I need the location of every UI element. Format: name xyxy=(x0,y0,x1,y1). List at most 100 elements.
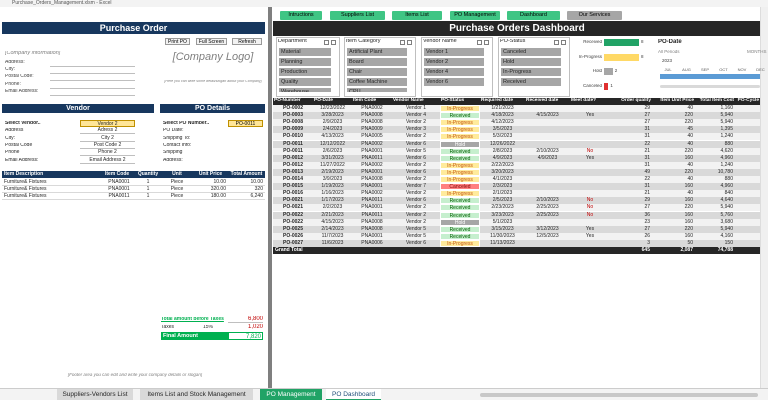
table-cell: In-Progress xyxy=(440,176,480,184)
company-logo: [Company Logo] xyxy=(172,51,254,63)
table-cell: Received xyxy=(440,204,480,212)
slicer-item[interactable]: Planning xyxy=(279,58,331,66)
table-cell: Vendor 6 xyxy=(405,140,427,147)
slicer-item[interactable]: In-Progress xyxy=(501,68,561,76)
table-row-bg xyxy=(273,239,760,247)
table-cell: 4/18/2023 xyxy=(491,112,514,119)
company-field-label: Email Address: xyxy=(5,88,39,94)
po-field-value[interactable]: PO-0011 xyxy=(228,120,263,127)
table-cell: Vendor 2 xyxy=(405,211,427,218)
table-cell: No xyxy=(586,147,594,154)
table-header: PO-Number xyxy=(273,98,313,105)
table-cell: PNA0001 xyxy=(361,147,383,154)
table-cell: 880 xyxy=(724,140,733,147)
timeline-month: NOV xyxy=(737,68,747,72)
table-cell: 3/12/2023 xyxy=(536,225,559,232)
table-cell: 40 xyxy=(687,161,693,168)
table-cell: 2/1/2023 xyxy=(492,190,513,197)
nav-button[interactable]: Items List xyxy=(392,11,442,20)
sheet-tab[interactable]: PO Management xyxy=(260,389,322,400)
sheet-tab[interactable]: Suppliers-Vendors List xyxy=(57,389,133,400)
nav-button[interactable]: Our Services xyxy=(567,11,622,20)
vendor-field-value: City 2 xyxy=(80,135,135,142)
table-cell: 50 xyxy=(687,239,693,246)
vendor-field-label: Phone xyxy=(5,150,20,156)
slicer-icon xyxy=(477,40,482,45)
nav-button[interactable]: PO Management xyxy=(450,11,500,20)
table-row-bg xyxy=(273,161,760,169)
table-cell: 3/28/2023 xyxy=(321,112,344,119)
slicer-item[interactable]: Artificial Plant xyxy=(347,48,407,56)
items-cell: Furniture& Fixtures xyxy=(2,193,103,200)
table-cell: 31 xyxy=(644,154,650,161)
table-cell: 40 xyxy=(687,105,693,111)
nav-button[interactable]: Suppliers List xyxy=(330,11,385,20)
status-label: In-Progress xyxy=(578,54,602,59)
table-cell: PO-0022 xyxy=(282,211,303,218)
table-cell: 160 xyxy=(684,232,693,239)
table-cell: 2/9/2023 xyxy=(322,119,343,126)
table-cell: 4/15/2023 xyxy=(321,218,344,225)
slicer-item[interactable]: Warehouse xyxy=(279,88,331,92)
slicer-item[interactable]: Quality xyxy=(279,78,331,86)
items-cell: Piece xyxy=(161,179,193,186)
table-cell: 21 xyxy=(644,147,650,154)
table-cell: PNA0009 xyxy=(361,126,383,133)
sheet-button[interactable]: Refresh xyxy=(232,38,262,45)
slicer-item[interactable]: Vendor 6 xyxy=(424,78,484,86)
slicer-item[interactable]: Board xyxy=(347,58,407,66)
table-cell: In-Progress xyxy=(440,190,480,198)
sheet-tab[interactable]: PO Dashboard xyxy=(326,389,381,400)
table-cell: 4/1/2023 xyxy=(492,176,513,182)
items-cell: Piece xyxy=(161,186,193,193)
table-row-bg xyxy=(273,154,760,162)
table-cell: PO-0003 xyxy=(282,112,303,119)
table-cell: 49 xyxy=(644,168,650,175)
slicer-item[interactable]: Material xyxy=(279,48,331,56)
timeline-month: SEP xyxy=(700,68,709,72)
slicer-item[interactable]: Production xyxy=(279,68,331,76)
table-cell: 4/12/2023 xyxy=(491,119,514,126)
footer-note: [Footer area you can edit and write your… xyxy=(67,373,203,377)
table-cell: 3/20/2023 xyxy=(491,168,514,175)
po-field-label: Shipping To: xyxy=(163,135,191,141)
po-field-label: PO Date: xyxy=(163,128,184,134)
slicer-item[interactable]: Received xyxy=(501,78,561,86)
slicer-item[interactable]: Coffee Machine xyxy=(347,78,407,86)
table-cell: 220 xyxy=(684,147,693,154)
slicer-item[interactable]: Canceled xyxy=(501,48,561,56)
nav-button[interactable]: Dashboard xyxy=(507,11,560,20)
sheet-tab[interactable]: Items List and Stock Management xyxy=(140,389,253,400)
slicer-item[interactable]: Vendor 1 xyxy=(424,48,484,56)
vendor-field-value[interactable]: Vendor 2 xyxy=(80,120,135,127)
timeline-level: MONTHS xyxy=(747,50,767,54)
table-cell: 2/3/2023 xyxy=(492,183,513,190)
table-cell: 2/23/2023 xyxy=(491,204,514,211)
table-cell: PO-0013 xyxy=(282,168,303,175)
table-cell: 220 xyxy=(684,225,693,232)
timeline-month: AUG xyxy=(682,68,691,72)
table-cell: 27 xyxy=(644,204,650,211)
table-cell: Hold xyxy=(440,140,480,148)
nav-button[interactable]: Intructions xyxy=(280,11,322,20)
slicer-item[interactable]: Vendor 2 xyxy=(424,58,484,66)
slicer-item[interactable]: Hold xyxy=(501,58,561,66)
slicer-item[interactable]: Vendor 4 xyxy=(424,68,484,76)
table-cell: Vendor 2 xyxy=(405,190,427,197)
slicer-item[interactable]: Chair xyxy=(347,68,407,76)
sheet-button[interactable]: Print PO xyxy=(165,38,190,45)
table-cell: Vendor 6 xyxy=(405,154,427,161)
table-cell: 11/7/2023 xyxy=(321,232,344,239)
items-header: Item Code xyxy=(103,171,135,178)
status-label: Canceled xyxy=(582,83,602,88)
title-bar xyxy=(0,0,768,7)
table-cell: 22 xyxy=(644,176,650,182)
timeline-month: JUL xyxy=(664,68,672,72)
slicer-item[interactable]: CPU xyxy=(347,88,407,92)
table-row-bg xyxy=(273,225,760,233)
tab-nav xyxy=(10,390,50,398)
slicer-frame xyxy=(276,37,340,97)
table-cell: 40 xyxy=(687,140,693,147)
sheet-button[interactable]: Full Screen xyxy=(196,38,227,45)
company-field-label: Phone: xyxy=(5,81,21,87)
